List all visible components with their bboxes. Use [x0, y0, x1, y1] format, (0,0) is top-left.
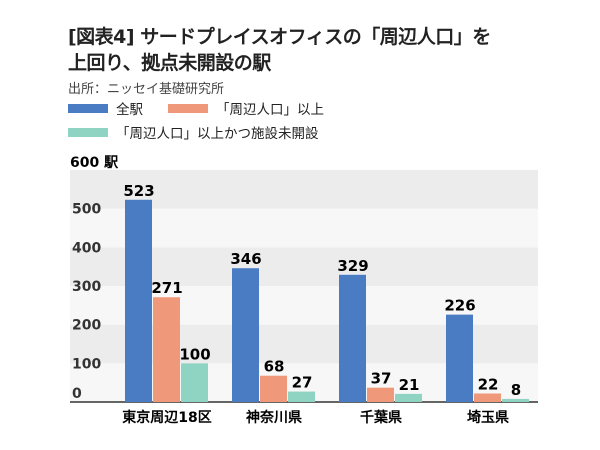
chart-title-line2: 上回り、拠点未開設の駅	[68, 52, 271, 74]
source-note: 出所：ニッセイ基礎研究所	[68, 82, 225, 97]
y-tick-label: 500	[72, 202, 101, 218]
data-label: 226	[444, 297, 475, 315]
x-tick-label: 埼玉県	[467, 409, 509, 426]
legend-item-all: 全駅	[68, 98, 143, 118]
legend-item-above: 「周辺人口」以上	[168, 98, 324, 118]
y-tick-label: 400	[72, 240, 101, 256]
bar	[502, 398, 529, 402]
data-label: 271	[151, 279, 182, 297]
bar	[367, 387, 394, 402]
legend-label: 全駅	[116, 102, 143, 118]
bar	[288, 391, 315, 402]
data-label: 346	[230, 250, 261, 268]
data-label: 21	[399, 376, 420, 394]
x-tick-label: 神奈川県	[246, 409, 302, 426]
y-tick-label: 100	[72, 356, 101, 372]
x-tick-label: 千葉県	[360, 409, 402, 426]
legend-label: 「周辺人口」以上	[216, 102, 324, 118]
bar	[181, 363, 208, 402]
bar	[125, 199, 152, 402]
data-label: 68	[264, 358, 285, 376]
bar	[153, 297, 180, 402]
legend-swatch	[168, 103, 208, 113]
chart-title-line1: [図表4] サードプレイスオフィスの「周辺人口」を	[68, 26, 491, 48]
y-tick-label: 300	[72, 279, 101, 295]
data-label: 8	[511, 381, 521, 399]
data-label: 329	[337, 257, 368, 275]
data-label: 37	[371, 370, 392, 388]
y-tick-label: 600 駅	[70, 155, 119, 171]
y-tick-label: 200	[72, 318, 101, 334]
x-tick-label: 東京周辺18区	[122, 409, 211, 426]
bar	[446, 314, 473, 402]
data-label: 523	[123, 182, 154, 200]
legend-swatch	[68, 103, 108, 113]
bar	[474, 393, 501, 402]
bar	[232, 268, 259, 402]
data-label: 100	[179, 345, 210, 363]
data-label: 27	[292, 374, 313, 392]
legend-swatch	[68, 127, 108, 137]
data-label: 22	[478, 375, 499, 393]
bar	[260, 375, 287, 402]
legend-label: 「周辺人口」以上かつ施設未開設	[116, 126, 319, 142]
y-tick-label: 0	[72, 386, 82, 402]
bar	[395, 393, 422, 402]
legend-item-unopened: 「周辺人口」以上かつ施設未開設	[68, 122, 319, 142]
bar	[339, 274, 366, 402]
